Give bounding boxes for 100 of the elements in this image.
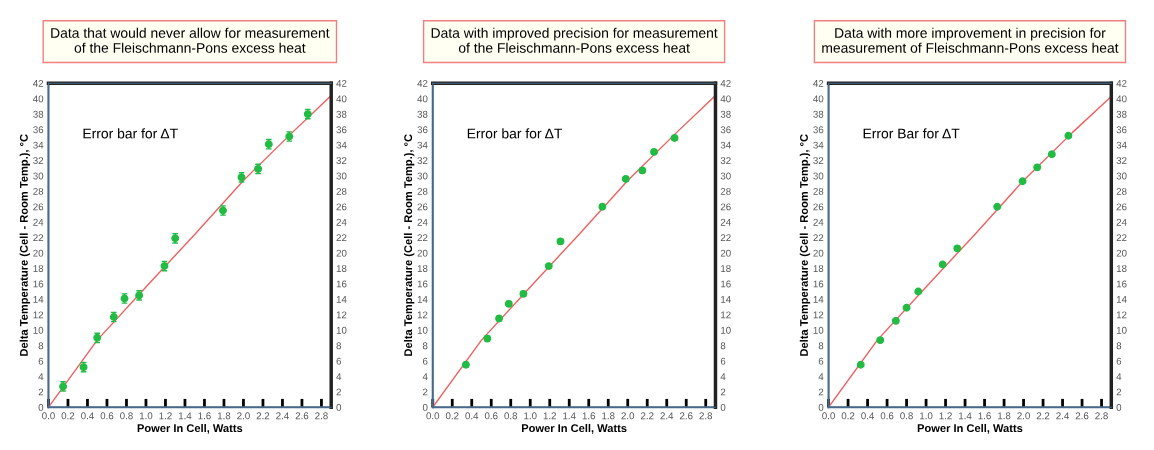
y2-tick-label: 28 [1116, 187, 1127, 195]
y-tick-label: 16 [33, 280, 44, 288]
x-tick-label: 1.2 [159, 412, 172, 420]
y-tick-label: 42 [813, 79, 824, 87]
y2-tick-label: 6 [1116, 357, 1122, 365]
y2-tick-label: 0 [336, 403, 342, 411]
x-tick-label: 0.8 [120, 412, 133, 420]
y-tick-label: 38 [417, 110, 428, 118]
y2-tick-label: 42 [1116, 79, 1127, 87]
x-tick-label: 0.2 [841, 412, 855, 420]
x-tick-label: 1.2 [939, 412, 952, 420]
x-tick-label: 1.0 [920, 412, 933, 420]
y-tick-label: 4 [38, 373, 44, 380]
chart-title: Data with improved precision for measurement of the Fleischmann-Pons excess heat [431, 27, 718, 53]
x-tick-label: 0.2 [445, 412, 459, 420]
x-tick-label: 0.4 [465, 412, 479, 420]
y-tick-label: 26 [813, 203, 824, 211]
y2-tick-label: 32 [336, 157, 347, 165]
y-tick-label: 18 [813, 265, 824, 273]
y2-tick-label: 24 [1116, 218, 1127, 226]
y2-tick-label: 24 [720, 218, 731, 226]
point [914, 287, 923, 296]
x-tick-label: 2.0 [1017, 412, 1030, 420]
y-tick-label: 34 [813, 141, 824, 149]
y2-tick-label: 14 [1116, 296, 1127, 303]
y2-tick-label: 36 [720, 126, 731, 134]
y2-tick-label: 10 [1116, 326, 1127, 334]
point [891, 316, 900, 325]
y2-tick-label: 26 [336, 203, 347, 211]
y2-tick-label: 30 [336, 172, 347, 180]
y2-tick-label: 28 [336, 187, 347, 195]
y-tick-label: 12 [813, 311, 824, 319]
y-tick-label: 14 [813, 296, 824, 303]
y2-tick-label: 32 [720, 157, 731, 165]
y2-tick-label: 30 [1116, 172, 1127, 180]
y2-tick-label: 26 [720, 203, 731, 211]
x-tick-label: 2.8 [699, 412, 713, 420]
y-axis-title: Delta Temperature (Cell - Room Temp.), °C [799, 134, 811, 356]
y-tick-label: 0 [818, 403, 824, 411]
y2-tick-label: 10 [721, 326, 731, 334]
y2-tick-label: 16 [336, 280, 347, 288]
y-tick-label: 18 [33, 265, 44, 273]
y2-tick-label: 14 [721, 296, 731, 303]
y-tick-label: 40 [813, 95, 824, 103]
point [876, 336, 885, 345]
y2-tick-label: 40 [1116, 95, 1127, 103]
x-tick-label: 0.0 [426, 412, 440, 420]
y-tick-label: 32 [33, 157, 44, 165]
y2-tick-label: 18 [1116, 265, 1127, 273]
y2-tick-label: 16 [721, 280, 731, 288]
x-tick-label: 2.0 [237, 412, 250, 420]
y2-tick-label: 6 [720, 357, 726, 365]
y2-tick-label: 22 [720, 234, 731, 242]
y2-tick-label: 40 [720, 95, 731, 103]
y-tick-label: 8 [422, 342, 428, 350]
y-tick-label: 0 [38, 403, 44, 411]
y-tick-label: 28 [33, 187, 44, 195]
y2-tick-label: 20 [336, 249, 347, 257]
x-tick-label: 1.8 [602, 412, 615, 420]
point [953, 244, 962, 253]
chart-title: Data with more improvement in precision for measurement of Fleischmann-Pons excess heat [822, 27, 1119, 53]
x-tick-label: 2.8 [315, 412, 328, 420]
y2-tick-label: 42 [336, 79, 347, 87]
y2-tick-label: 12 [721, 311, 731, 319]
x-tick-label: 0.8 [504, 412, 518, 420]
y2-tick-label: 4 [1116, 373, 1122, 380]
x-tick-label: 0.6 [100, 412, 114, 420]
y-tick-label: 10 [813, 326, 824, 334]
y-tick-label: 2 [422, 388, 428, 396]
y2-tick-label: 18 [721, 265, 731, 273]
x-tick-label: 0.2 [61, 412, 75, 420]
y2-tick-label: 20 [1116, 249, 1127, 257]
y-tick-label: 18 [417, 265, 428, 273]
x-tick-label: 1.4 [178, 412, 192, 420]
point [1047, 150, 1056, 159]
y2-tick-label: 14 [336, 296, 347, 303]
annotation: Error bar for ΔT [83, 128, 178, 139]
y-tick-label: 12 [33, 311, 44, 319]
x-tick-label: 2.6 [1075, 412, 1089, 420]
y-tick-label: 28 [417, 187, 428, 195]
x-tick-label: 2.2 [256, 412, 270, 420]
y-tick-label: 42 [33, 79, 44, 87]
y2-tick-label: 8 [1116, 342, 1122, 350]
y2-tick-label: 38 [336, 110, 347, 118]
y2-tick-label: 8 [720, 342, 726, 350]
y-tick-label: 4 [818, 373, 824, 380]
y2-tick-label: 10 [336, 326, 347, 334]
y2-tick-label: 32 [1116, 157, 1127, 165]
x-tick-label: 2.8 [1095, 412, 1108, 420]
y-tick-label: 26 [33, 203, 44, 211]
x-tick-label: 0.4 [861, 412, 875, 420]
y-tick-label: 36 [417, 126, 428, 134]
y-tick-label: 6 [38, 357, 44, 365]
y-tick-label: 30 [813, 172, 824, 180]
y2-tick-label: 12 [336, 311, 347, 319]
y-tick-label: 24 [33, 218, 44, 226]
x-tick-label: 1.0 [139, 412, 153, 420]
y-tick-label: 30 [33, 172, 44, 180]
x-tick-label: 2.4 [660, 412, 674, 420]
y-tick-label: 30 [417, 172, 428, 180]
